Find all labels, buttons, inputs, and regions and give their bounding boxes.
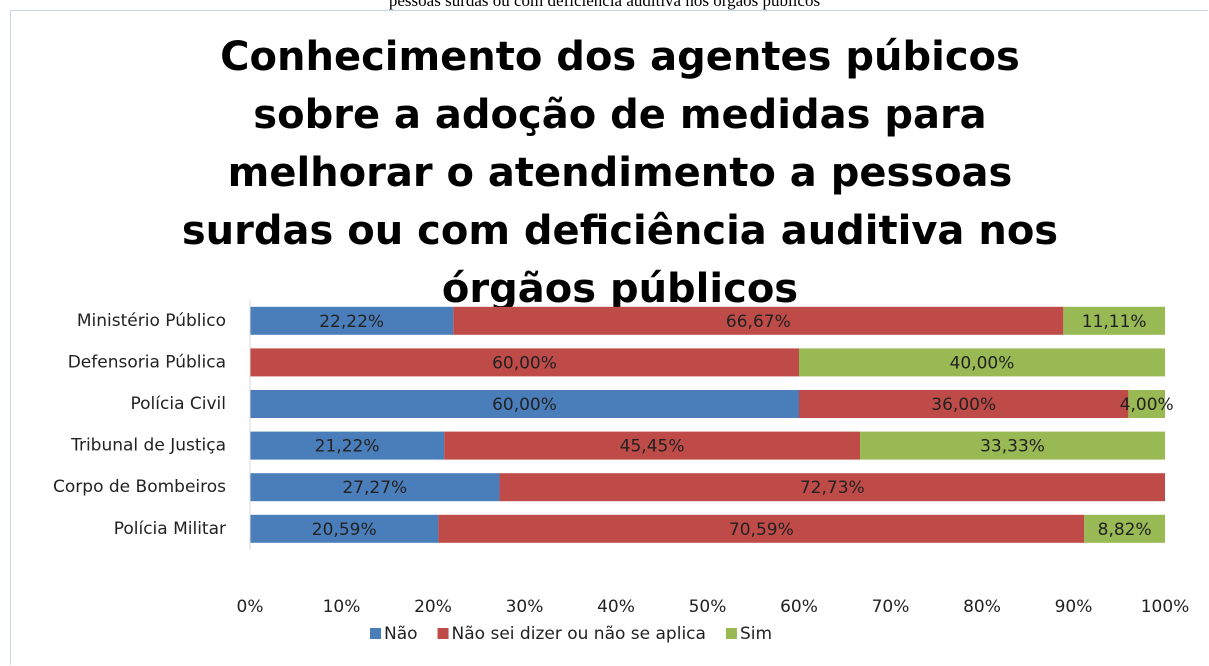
data-label: 40,00% [950,353,1015,373]
data-label: 60,00% [492,395,557,415]
bar-segment [453,306,1064,335]
data-label: 36,00% [931,395,996,415]
x-tick-label: 70% [872,597,910,617]
data-label: 33,33% [980,437,1045,457]
caption: pessoas surdas ou com deficiência auditi… [388,0,821,10]
bar-segment [250,473,500,502]
bar-segment [1063,306,1165,335]
x-tick-label: 80% [963,597,1001,617]
legend-swatch [370,628,381,639]
x-tick-label: 0% [237,597,264,617]
y-tick-label: Ministério Público [77,311,226,331]
x-tick-label: 60% [780,597,818,617]
y-tick-label: Polícia Militar [114,519,226,539]
data-label: 60,00% [492,353,557,373]
y-tick-label: Tribunal de Justiça [70,436,226,456]
data-label: 66,67% [726,312,791,332]
bar-segment [1084,514,1165,543]
data-label: 11,11% [1082,312,1147,332]
x-tick-label: 10% [323,597,361,617]
data-label: 22,22% [319,312,384,332]
bar-segment [250,390,799,418]
y-tick-label: Defensoria Pública [68,352,226,372]
x-tick-label: 20% [414,597,452,617]
x-tick-label: 90% [1055,597,1093,617]
legend-label: Não [384,624,418,644]
data-label: 8,82% [1098,520,1152,540]
chart-frame [10,10,1208,665]
legend-swatch [725,628,737,639]
bar-segment [250,431,445,460]
y-tick-label: Corpo de Bombeiros [53,477,226,497]
bar-segment [438,514,1085,543]
data-label: 20,59% [312,520,377,540]
legend-label: Não sei dizer ou não se aplica [452,624,706,644]
bar-segment [799,348,1165,377]
data-label: 72,73% [800,478,865,498]
x-tick-label: 100% [1141,597,1190,617]
bar-segment [1128,390,1165,418]
chart-title: Conhecimento dos agentes púbicos sobre a… [181,34,1059,312]
bar-segment [499,473,1165,502]
x-tick-label: 30% [506,597,544,617]
bar-segment [444,431,861,460]
bar-segment [250,514,439,543]
data-label: 70,59% [729,520,794,540]
data-label: 21,22% [315,437,380,457]
data-label: 45,45% [620,437,685,457]
bar-segment [250,348,799,377]
legend-label: Sim [740,624,772,644]
data-label: 4,00% [1120,395,1174,415]
bar-segment [860,431,1165,460]
legend-swatch [437,628,449,639]
y-tick-label: Polícia Civil [131,394,226,414]
bar-segment [799,390,1129,418]
data-label: 27,27% [342,478,407,498]
x-tick-label: 40% [597,597,635,617]
x-tick-label: 50% [689,597,727,617]
bar-segment [250,306,454,335]
